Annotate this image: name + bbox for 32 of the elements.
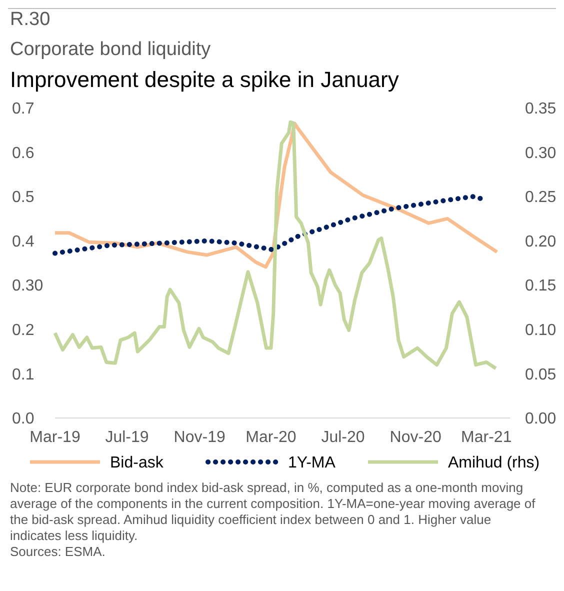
y-tick-label: 0.6 — [12, 144, 34, 162]
chart-subtitle: Corporate bond liquidity — [10, 39, 212, 60]
x-tick-label: Mar-20 — [246, 429, 296, 446]
y-tick-label: 0.2 — [12, 322, 34, 340]
text: Note: EUR corporate bond index bid-ask spread, in %, computed as a one-month moving average of the components in the current composition. 1Y-MA=one-year moving average of the bid-ask spread. Amihud liquidity coefficient index between 0 and 1. Higher value indicates less liquidity. — [10, 480, 536, 543]
y-tick-label: 0.7 — [12, 100, 34, 118]
y2-tick-label: 0.15 — [525, 278, 556, 295]
y-tick-label: 0.4 — [12, 233, 34, 250]
x-tick-label: Nov-19 — [174, 429, 226, 446]
y-tick-label: 0.1 — [12, 366, 34, 384]
x-tick-label: Mar-21 — [461, 429, 512, 446]
y-tick-label: 0.30 — [12, 278, 44, 295]
y2-tick-label: 0.05 — [525, 366, 556, 384]
x-tick-label: Mar-19 — [30, 429, 80, 446]
line-series — [53, 120, 498, 370]
x-tick-label: Jul-20 — [321, 429, 365, 446]
chart-title: R.30 — [10, 9, 50, 30]
y-tick-label: 0.0 — [12, 410, 34, 428]
y-tick-label: 0.5 — [12, 189, 34, 206]
y2-tick-label: 0.00 — [525, 410, 556, 428]
x-tick-label: Nov-20 — [390, 429, 442, 446]
x-tick-label: Jul-19 — [105, 429, 149, 446]
legend-label: Amihud (rhs) — [448, 454, 540, 472]
legend-label: 1Y-MA — [288, 454, 336, 472]
y2-tick-label: 0.35 — [525, 100, 556, 118]
y2-tick-label: 0.10 — [525, 322, 556, 340]
text: Improvement despite a spike in January — [10, 67, 399, 92]
legend-label: Bid-ask — [110, 454, 164, 472]
y2-tick-label: 0.20 — [525, 233, 556, 250]
source-note: Sources: ESMA. — [10, 544, 106, 559]
y2-tick-label: 0.25 — [525, 189, 556, 206]
y2-tick-label: 0.30 — [525, 144, 556, 162]
